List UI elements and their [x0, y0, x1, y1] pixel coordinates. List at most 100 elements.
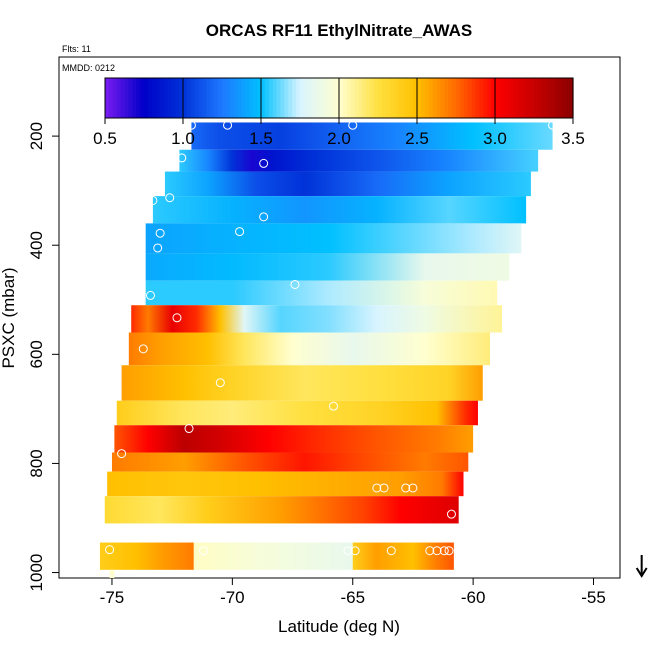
colorbar-cell: [417, 78, 422, 118]
sample-point: [259, 212, 269, 222]
y-tick-label: 1000: [27, 554, 46, 592]
heatmap-band: [145, 253, 510, 281]
colorbar-cell: [495, 78, 500, 118]
heatmap-band: [111, 452, 469, 472]
colorbar-cell: [331, 78, 336, 118]
colorbar-tick-label: 3.0: [483, 129, 507, 148]
colorbar-cell: [167, 78, 172, 118]
colorbar-cell: [444, 78, 449, 118]
colorbar-tick-label: 1.0: [171, 129, 195, 148]
colorbar-cell: [534, 78, 539, 118]
sample-points: [105, 120, 558, 556]
flights-note: Flts: 11: [62, 44, 91, 54]
colorbar-cell: [249, 78, 254, 118]
colorbar-cell: [537, 78, 543, 118]
colorbar-cell: [300, 78, 305, 118]
colorbar-cell: [284, 78, 289, 118]
colorbar-cell: [483, 78, 488, 118]
colorbar-cell: [288, 78, 293, 118]
colorbar-cell: [358, 78, 363, 118]
sample-point: [444, 546, 454, 556]
sample-point: [350, 546, 360, 556]
colorbar-cell: [116, 78, 122, 118]
y-axis: 200 400 600 800 1000: [27, 122, 59, 592]
colorbar-cell: [163, 78, 168, 118]
colorbar-cell: [190, 78, 196, 118]
colorbar-cell: [229, 78, 235, 118]
sample-point: [235, 227, 245, 237]
colorbar-cell: [136, 78, 141, 118]
x-axis-label: Latitude (deg N): [278, 617, 400, 636]
sample-point: [117, 449, 127, 459]
sample-point: [328, 401, 338, 411]
heatmap-band: [99, 542, 194, 570]
heatmap-band: [109, 569, 115, 578]
colorbar-cell: [105, 78, 110, 118]
arrow-head: [635, 567, 648, 578]
sample-point: [155, 228, 165, 238]
colorbar: 0.5 1.0 1.5 2.0 2.5 3.0 3.5: [93, 77, 585, 148]
colorbar-cell: [132, 78, 137, 118]
colorbar-cell: [233, 78, 239, 118]
heatmap-band: [116, 400, 478, 426]
sample-point: [153, 243, 163, 253]
direction-arrow-icon: [635, 555, 648, 578]
sample-point: [215, 378, 225, 388]
colorbar-cell: [276, 78, 282, 118]
x-tick-label: -65: [340, 588, 365, 607]
sample-point: [446, 509, 456, 519]
sample-point: [432, 546, 442, 556]
colorbar-cell: [502, 78, 508, 118]
colorbar-cell: [389, 78, 395, 118]
colorbar-cell: [397, 78, 402, 118]
colorbar-cell: [222, 78, 227, 118]
sample-point: [348, 120, 358, 130]
colorbar-cell: [459, 78, 465, 118]
colorbar-cell: [522, 78, 527, 118]
colorbar-cell: [128, 78, 133, 118]
colorbar-cell: [432, 78, 438, 118]
colorbar-cell: [420, 78, 426, 118]
colorbar-cell: [381, 78, 387, 118]
colorbar-cell: [175, 78, 180, 118]
colorbar-cell: [171, 78, 176, 118]
colorbar-cell: [225, 78, 231, 118]
sample-point: [223, 120, 233, 130]
date-note: MMDD: 0212: [62, 63, 115, 73]
colorbar-cell: [385, 78, 391, 118]
colorbar-cell: [155, 78, 161, 118]
colorbar-cell: [241, 78, 246, 118]
colorbar-cell: [487, 78, 492, 118]
colorbar-cell: [206, 78, 211, 118]
colorbar-cell: [147, 78, 153, 118]
heatmap-band: [107, 471, 464, 497]
colorbar-cell: [526, 78, 531, 118]
colorbar-cell: [440, 78, 445, 118]
colorbar-cell: [514, 78, 519, 118]
colorbar-cell: [561, 78, 566, 118]
sample-point: [408, 483, 418, 493]
colorbar-cell: [393, 78, 399, 118]
colorbar-cell: [378, 78, 383, 118]
chart-title: ORCAS RF11 EthylNitrate_AWAS: [206, 21, 472, 40]
colorbar-cell: [272, 78, 278, 118]
colorbar-cell: [549, 78, 555, 118]
colorbar-cell: [354, 78, 360, 118]
colorbar-cell: [144, 78, 149, 118]
colorbar-cell: [120, 78, 126, 118]
heatmap-band: [104, 496, 459, 524]
colorbar-cell: [261, 78, 266, 118]
colorbar-cell: [112, 78, 118, 118]
colorbar-cell: [218, 78, 223, 118]
heatmap-band: [152, 196, 527, 224]
colorbar-cell: [463, 78, 469, 118]
colorbar-cell: [186, 78, 192, 118]
colorbar-cell: [214, 78, 219, 118]
colorbar-cell: [498, 78, 504, 118]
colorbar-cell: [506, 78, 512, 118]
colorbar-cell: [346, 78, 352, 118]
colorbar-cell: [424, 78, 430, 118]
colorbar-cell: [296, 78, 301, 118]
colorbar-tick-label: 1.5: [249, 129, 273, 148]
sample-point: [105, 545, 115, 555]
